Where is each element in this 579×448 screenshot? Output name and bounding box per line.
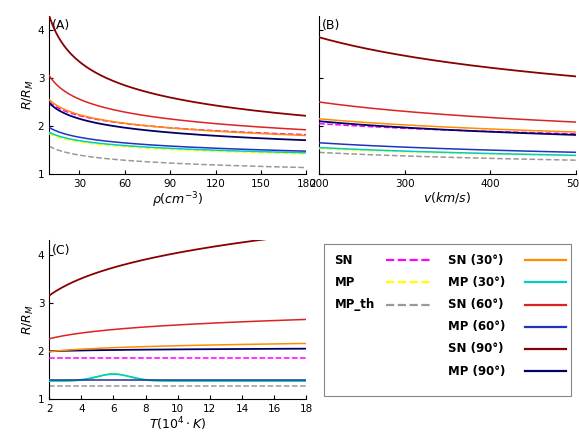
Y-axis label: $R/R_M$: $R/R_M$ [21,79,36,110]
Text: (C): (C) [52,244,70,257]
Y-axis label: $R/R_M$: $R/R_M$ [21,304,36,335]
X-axis label: $T(10^4 \cdot K)$: $T(10^4 \cdot K)$ [149,415,206,433]
Text: (A): (A) [52,19,70,32]
Text: SN (90°): SN (90°) [448,342,503,355]
Text: SN: SN [335,254,353,267]
Text: MP: MP [335,276,355,289]
Text: MP_th: MP_th [335,298,375,311]
Text: SN (60°): SN (60°) [448,298,503,311]
Text: MP (30°): MP (30°) [448,276,505,289]
Text: MP (90°): MP (90°) [448,365,505,378]
X-axis label: $\rho(cm^{-3})$: $\rho(cm^{-3})$ [152,190,203,210]
X-axis label: $v(km/s)$: $v(km/s)$ [423,190,472,205]
Text: (B): (B) [322,19,340,32]
Text: SN (30°): SN (30°) [448,254,503,267]
Text: MP (60°): MP (60°) [448,320,505,333]
